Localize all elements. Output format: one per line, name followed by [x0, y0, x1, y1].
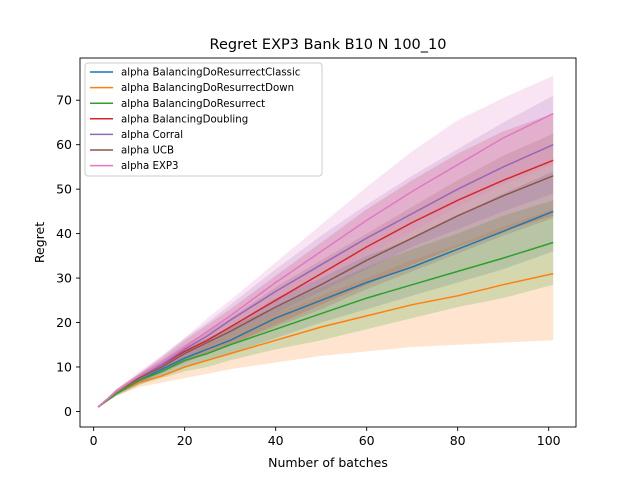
y-axis-label: Regret [32, 222, 47, 263]
legend-label: alpha BalancingDoResurrect [121, 99, 265, 110]
y-tick-label: 50 [56, 182, 72, 197]
y-tick-label: 60 [56, 137, 72, 152]
line-series-3 [97, 241, 554, 408]
series-lines [97, 112, 554, 408]
x-tick-label: 20 [177, 433, 193, 448]
x-axis-ticks: 0 20 40 60 80 100 [90, 427, 561, 448]
legend-label: alpha EXP3 [121, 161, 179, 172]
x-tick-label: 60 [359, 433, 375, 448]
band-series-7 [98, 75, 554, 408]
plot-frame [79, 57, 577, 428]
y-axis-ticks: 0 10 20 30 40 50 60 70 [56, 93, 80, 419]
x-axis-label: Number of batches [268, 455, 388, 470]
chart-title: Regret EXP3 Bank B10 N 100_10 [210, 37, 447, 53]
y-tick-label: 0 [64, 404, 72, 419]
legend-label: alpha Corral [121, 130, 183, 141]
y-tick-label: 20 [56, 315, 72, 330]
band-series-3 [98, 200, 554, 407]
line-series-6 [97, 175, 554, 408]
x-tick-label: 0 [90, 433, 98, 448]
y-tick-label: 30 [56, 271, 72, 286]
legend-label: alpha BalancingDoubling [121, 114, 248, 125]
line-series-2 [97, 272, 554, 408]
y-tick-label: 40 [56, 226, 72, 241]
x-tick-label: 80 [450, 433, 466, 448]
band-series-2 [98, 209, 554, 407]
x-tick-label: 100 [537, 433, 561, 448]
legend-label: alpha BalancingDoResurrectDown [121, 83, 294, 94]
legend: alpha BalancingDoResurrectClassic alpha B… [84, 62, 323, 177]
legend-label: alpha BalancingDoResurrectClassic [121, 68, 300, 79]
x-tick-label: 40 [268, 433, 284, 448]
y-tick-label: 10 [56, 359, 72, 374]
legend-label: alpha UCB [121, 146, 174, 157]
y-tick-label: 70 [56, 93, 72, 108]
legend-box [84, 62, 323, 177]
line-series-7 [97, 112, 554, 408]
